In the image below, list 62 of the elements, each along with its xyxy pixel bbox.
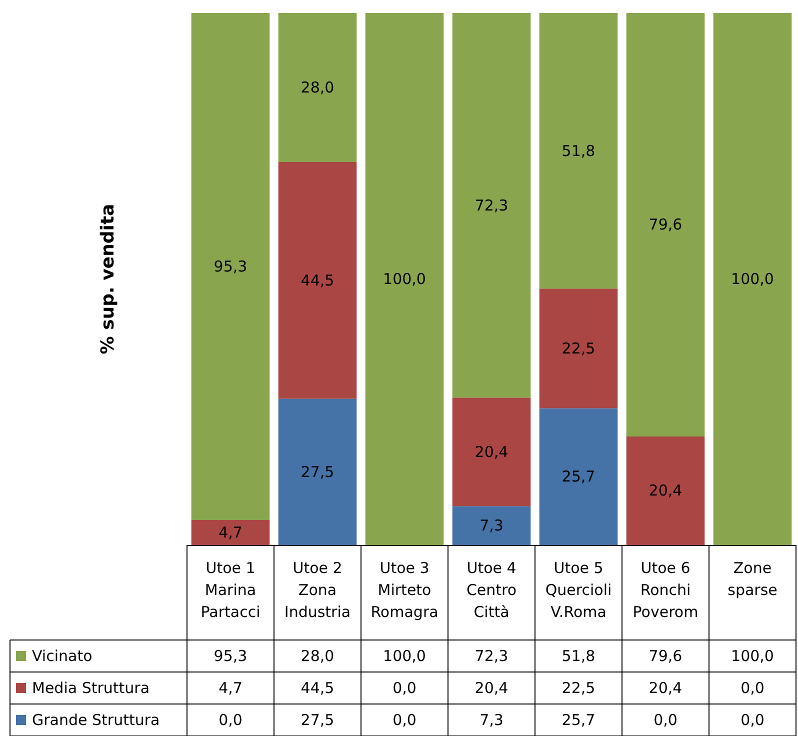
data-label: 0,0 [654,711,678,729]
data-label: 20,4 [474,679,508,697]
text: 79,6 [648,216,682,234]
text: 4,7 [218,524,242,542]
text: 20,4 [648,482,682,500]
data-label: 0,0 [392,711,416,729]
text: 95,3 [214,258,248,276]
text: 7,3 [480,516,504,535]
data-label: 51,8 [562,647,596,665]
bar [539,13,618,289]
data-label: 95,3 [214,647,248,665]
x-tick-label: Utoe 5 Quercioli V.Roma [545,559,612,621]
x-tick-label: Utoe 6 Ronchi Poverom [632,559,698,621]
bar [191,520,270,545]
data-label: 28,0 [300,647,334,665]
text: 72,3 [474,196,508,214]
text: 44,5 [300,271,334,290]
x-tick-label: Zone sparse [728,559,778,599]
bar [452,398,531,506]
bar [539,408,618,545]
text: 25,7 [562,468,596,486]
legend-label: Vicinato [32,647,92,665]
x-tick-label: Utoe 4 Centro Città [466,559,517,621]
x-tick-label: Utoe 2 Zona Industria [284,559,351,621]
bar [452,13,531,398]
x-tick-label: Utoe 3 Mirteto Romagra [370,559,438,621]
text: 28,0 [300,78,334,96]
x-tick-label: Utoe 1 Marina Partacci [200,559,260,621]
text: 22,5 [562,339,596,358]
data-label: 7,3 [480,711,504,729]
data-label: 72,3 [474,647,508,665]
bar [626,436,705,545]
data-label: 25,7 [562,711,596,729]
text: 20,4 [474,442,508,461]
legend-label: Media Struttura [32,679,150,697]
data-label: 100,0 [383,647,426,665]
bar [713,13,792,545]
bar [278,13,357,162]
data-label: 79,6 [648,647,682,665]
text: 27,5 [300,462,334,481]
data-label: 100,0 [731,647,774,665]
text: 51,8 [562,142,596,160]
data-label: 44,5 [300,679,334,697]
data-label: 0,0 [218,711,242,729]
bar [539,288,618,408]
text: 100,0 [731,270,774,288]
y-axis-title: % sup. vendita [98,204,118,354]
data-label: 4,7 [218,679,242,697]
data-label: 0,0 [740,679,764,697]
data-label: 22,5 [562,679,596,697]
data-label: 27,5 [300,711,334,729]
data-label: 0,0 [740,711,764,729]
bar [452,506,531,545]
legend-label: Grande Struttura [32,711,160,729]
data-label: 20,4 [648,679,682,697]
bar [278,162,357,399]
bar [365,13,444,545]
bar [278,398,357,545]
bar [626,13,705,436]
text: 100,0 [383,270,426,288]
data-label: 0,0 [392,679,416,697]
bar [191,13,270,520]
